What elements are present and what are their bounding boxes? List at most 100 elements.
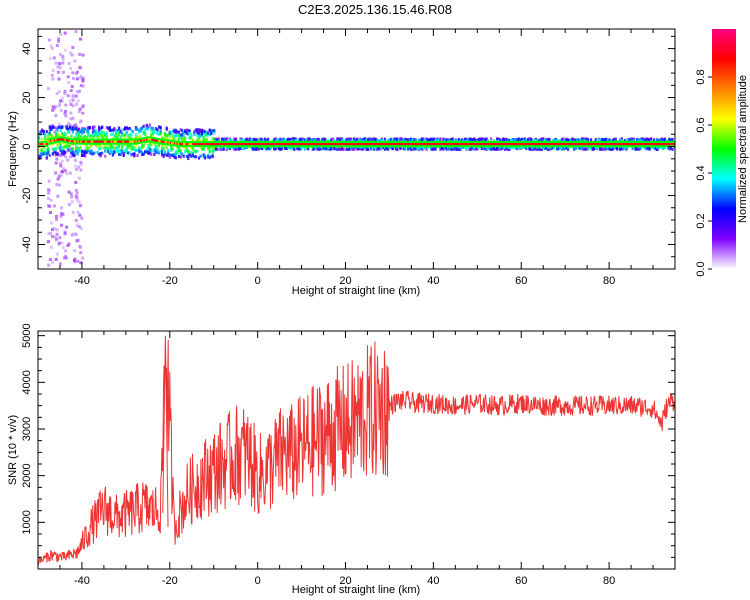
spectrogram-cell [145, 126, 148, 130]
spectrogram-cell [125, 130, 128, 134]
spectrogram-peak [524, 143, 527, 146]
spectrogram-peak [44, 143, 47, 146]
spectrogram-cell [99, 154, 102, 158]
spectrogram-peak [144, 138, 147, 141]
spectrogram-cell [370, 147, 373, 151]
spectrogram-cell [108, 143, 111, 147]
spectrogram-cell [177, 130, 181, 134]
spectrogram-cell [411, 138, 414, 142]
spectrogram-cell [531, 138, 534, 142]
spectrogram-cell [176, 150, 179, 154]
spectrogram-peak [403, 143, 406, 146]
spectrogram-cell [57, 174, 61, 178]
spectrogram-cell [60, 99, 64, 103]
spectrogram-peak [310, 143, 313, 146]
spectrogram-cell [147, 146, 150, 150]
spectrogram-cell [573, 138, 576, 142]
spectrogram-peak [279, 143, 282, 146]
spectrogram-cell [663, 138, 666, 142]
spectrogram-cell [173, 153, 176, 157]
spectrogram-cell [185, 128, 188, 132]
spectrogram-cell [374, 138, 377, 142]
spectrogram-cell [363, 139, 367, 143]
spectrogram-cell [414, 147, 417, 151]
spectrogram-cell [639, 139, 642, 143]
spectrogram-cell [311, 147, 314, 151]
spectrogram-cell [73, 154, 76, 158]
spectrogram-cell [128, 150, 131, 154]
spectrogram-cell [264, 146, 267, 150]
spectrogram-cell [413, 137, 416, 141]
spectrogram-cell [534, 139, 537, 143]
spectrogram-cell [79, 119, 83, 123]
spectrogram-cell [244, 138, 247, 142]
spectrogram-cell [94, 134, 98, 138]
spectrogram-cell [488, 147, 491, 151]
spectrogram-cell [534, 147, 537, 151]
spectrogram-peak [98, 140, 101, 143]
spectrogram-cell [78, 66, 82, 70]
spectrogram-cell [277, 138, 281, 142]
spectrogram-cell [377, 147, 381, 151]
spectrogram-cell [117, 149, 121, 153]
spectrogram-peak [665, 143, 668, 146]
spectrogram-cell [222, 147, 225, 151]
spectrogram-cell [563, 139, 567, 143]
spectrogram-cell [94, 130, 98, 134]
spectrogram-cell [571, 138, 574, 142]
spectrogram-cell [50, 47, 54, 51]
spectrogram-cell [496, 147, 499, 151]
spectrogram-cell [116, 135, 119, 139]
spectrogram-cell [668, 137, 671, 141]
spectrogram-cell [56, 126, 59, 130]
spectrogram-peak [632, 143, 635, 146]
spectrogram-cell [642, 138, 645, 142]
spectrogram-cell [433, 137, 436, 141]
colorbar-tick-label: 0.6 [695, 117, 707, 132]
spectrogram-cell [153, 153, 156, 157]
spectrogram-ylabel: Frequency (Hz) [7, 111, 19, 187]
spectrogram-cell [62, 141, 65, 145]
spectrogram-peak [508, 143, 511, 146]
spectrogram-peak [335, 143, 338, 146]
spectrogram-cell [476, 147, 479, 151]
spectrogram-cell [93, 151, 96, 155]
spectrogram-cell [167, 151, 170, 155]
spectrogram-peak [445, 143, 448, 146]
spectrogram-cell [365, 147, 368, 151]
spectrogram-cell [162, 155, 165, 159]
spectrogram-cell [57, 133, 61, 137]
spectrogram-cell [110, 150, 113, 154]
spectrogram-cell [71, 71, 75, 75]
spectrogram-peak [61, 138, 64, 141]
spectrogram-cell [77, 225, 81, 229]
spectrogram-peak [606, 143, 609, 146]
spectrogram-peak [468, 143, 471, 146]
spectrogram-cell [65, 124, 68, 128]
spectrogram-cell [523, 138, 527, 142]
spectrogram-cell [180, 152, 184, 156]
spectrogram-cell [51, 260, 55, 264]
spectrogram-peak [349, 143, 352, 146]
spectrogram-peak [309, 143, 312, 146]
spectrogram-peak [82, 140, 85, 143]
spectrogram-cell [82, 153, 85, 157]
spectrogram-peak [417, 143, 420, 146]
spectrogram-cell [121, 146, 124, 150]
spectrogram-cell [383, 145, 387, 149]
spectrogram-peak [551, 143, 554, 146]
spectrogram-peak [260, 143, 263, 146]
spectrogram-peak [176, 142, 179, 145]
spectrogram-cell [207, 146, 210, 150]
spectrogram-cell [51, 77, 55, 81]
spectrogram-cell [93, 125, 96, 129]
spectrogram-cell [500, 147, 504, 151]
spectrogram-cell [74, 188, 78, 192]
spectrogram-cell [202, 154, 205, 158]
spectrogram-cell [668, 147, 671, 151]
spectrogram-peak [420, 143, 423, 146]
spectrogram-peak [437, 143, 440, 146]
spectrogram-peak [400, 143, 403, 146]
spectrogram-cell [113, 146, 116, 150]
